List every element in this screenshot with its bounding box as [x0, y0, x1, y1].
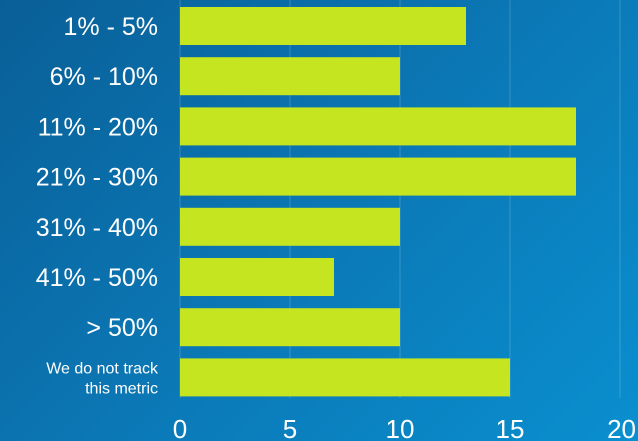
category-label-2: 11% - 20%: [38, 113, 158, 141]
x-tick-label-20: 20: [607, 414, 636, 441]
bar-0: [180, 7, 466, 45]
bar-1: [180, 57, 400, 96]
bar-5: [180, 258, 334, 296]
category-label-4: 31% - 40%: [36, 214, 158, 242]
x-tick-label-15: 15: [496, 414, 525, 441]
category-label-1: 6% - 10%: [50, 63, 158, 91]
bar-6: [180, 308, 400, 347]
category-label-3: 21% - 30%: [36, 164, 158, 192]
category-label-6: > 50%: [86, 314, 158, 342]
bar-3: [180, 157, 576, 196]
x-tick-label-5: 5: [283, 414, 297, 441]
x-tick-label-0: 0: [173, 414, 187, 441]
bar-7: [180, 358, 510, 397]
category-label-5: 41% - 50%: [36, 264, 158, 292]
bar-4: [180, 207, 400, 246]
bar-2: [180, 107, 576, 146]
category-label-0: 1% - 5%: [64, 13, 158, 41]
x-tick-label-10: 10: [386, 414, 415, 441]
category-label-7: We do not track this metric: [46, 360, 159, 397]
